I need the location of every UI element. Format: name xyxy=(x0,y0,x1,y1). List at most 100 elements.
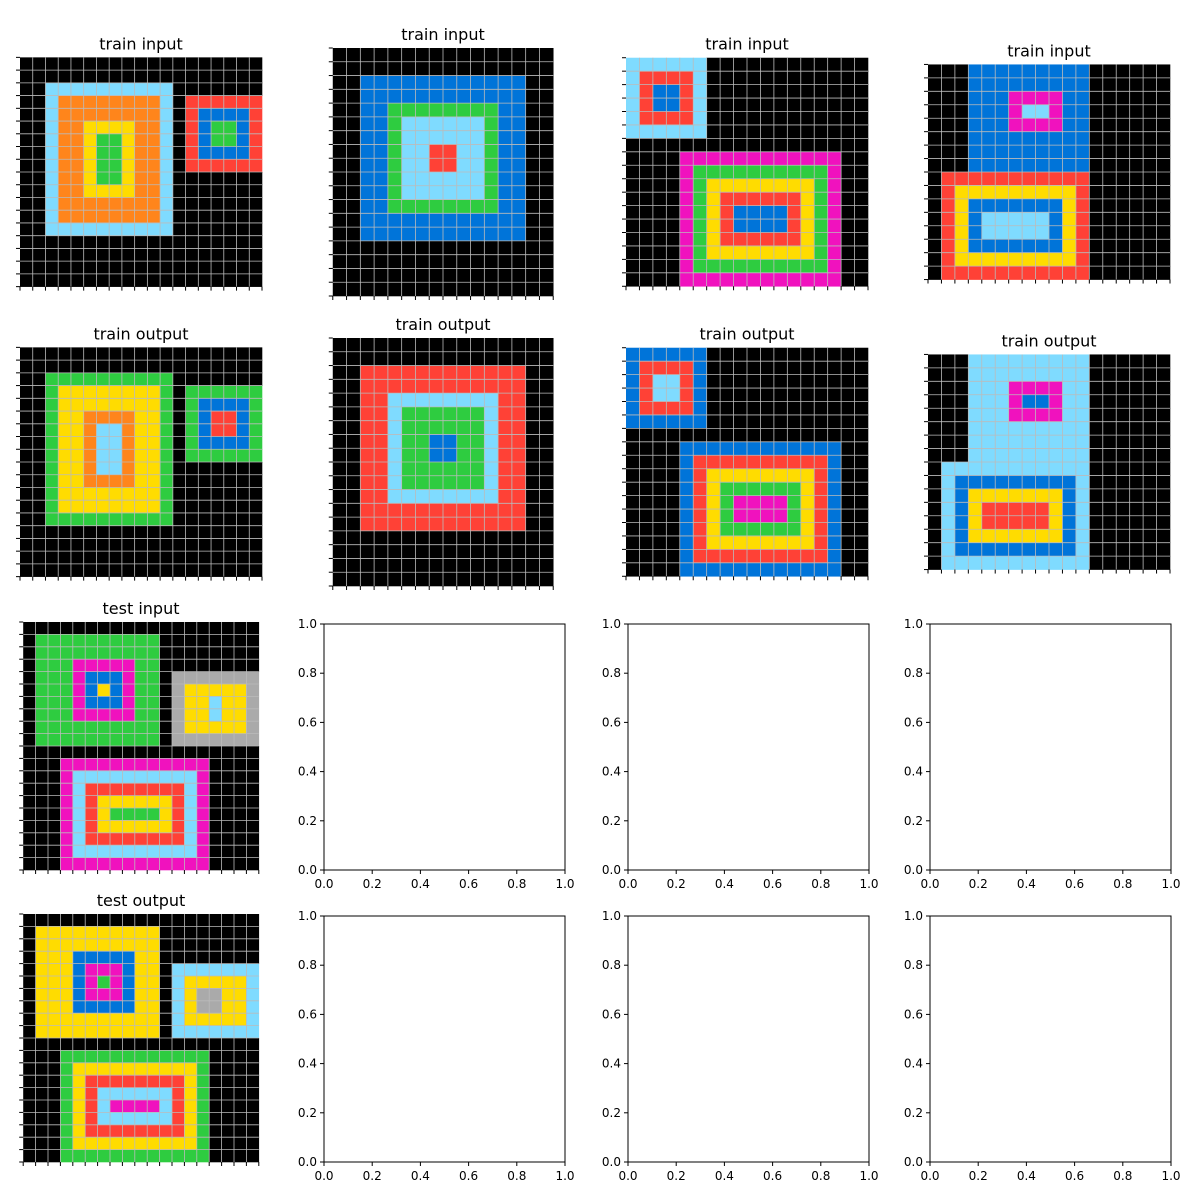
grid-cell xyxy=(134,222,148,236)
grid-cell xyxy=(511,144,526,159)
x-tick-label: 0.6 xyxy=(763,877,782,891)
grid-cell xyxy=(666,374,681,389)
grid-cell xyxy=(498,351,513,366)
grid-cell xyxy=(429,61,444,76)
grid-cell xyxy=(525,406,540,421)
grid-cell xyxy=(32,159,46,173)
grid-cell xyxy=(484,268,499,283)
grid-cell xyxy=(23,1025,36,1039)
grid-cell xyxy=(211,551,225,565)
grid-cell xyxy=(32,411,46,425)
grid-cell xyxy=(172,634,185,648)
grid-cell xyxy=(456,227,471,242)
grid-cell xyxy=(236,563,250,577)
grid-cell xyxy=(45,372,59,386)
grid-cell xyxy=(720,219,734,233)
grid-cell xyxy=(72,1000,86,1014)
grid-cell xyxy=(96,551,110,565)
grid-cell xyxy=(346,544,361,559)
y-tick-label: 0.4 xyxy=(602,1057,621,1071)
grid-cell xyxy=(70,563,84,577)
grid-cell xyxy=(122,1100,136,1113)
grid-cell xyxy=(854,71,869,85)
grid-cell xyxy=(209,1025,222,1039)
grid-cell xyxy=(134,1137,148,1150)
grid-cell xyxy=(184,795,198,809)
grid-cell xyxy=(773,219,788,233)
grid-cell xyxy=(693,259,707,274)
grid-cell xyxy=(639,124,654,139)
grid-cell xyxy=(954,488,969,503)
grid-cell xyxy=(773,71,788,85)
grid-cell xyxy=(1075,488,1090,503)
grid-cell xyxy=(109,235,123,249)
grid-cell xyxy=(954,198,969,213)
grid-cell xyxy=(387,434,402,449)
y-tick-label: 0.2 xyxy=(298,814,317,828)
grid-cell xyxy=(85,684,98,697)
grid-cell xyxy=(121,172,135,186)
grid-cell xyxy=(787,84,802,99)
grid-cell xyxy=(159,758,173,772)
grid-cell xyxy=(32,462,46,476)
grid-cell xyxy=(706,522,721,537)
grid-cell xyxy=(484,448,499,463)
grid-cell xyxy=(58,551,72,565)
grid-cell xyxy=(679,374,694,389)
grid-cell xyxy=(706,535,721,550)
grid-cell xyxy=(1116,435,1130,449)
grid-cell xyxy=(72,1013,86,1026)
grid-cell xyxy=(172,133,186,147)
grid-cell xyxy=(1102,212,1117,227)
grid-cell xyxy=(185,372,199,386)
grid-cell xyxy=(1022,381,1036,396)
grid-cell xyxy=(1102,502,1117,517)
grid-cell xyxy=(733,84,748,99)
grid-cell xyxy=(827,455,842,470)
grid-cell xyxy=(109,57,123,71)
grid-cell xyxy=(941,131,956,146)
grid-cell xyxy=(1035,488,1050,503)
grid-cell xyxy=(401,517,416,532)
grid-cell xyxy=(211,184,225,198)
grid-cell xyxy=(1089,462,1104,476)
grid-cell xyxy=(415,530,430,545)
grid-cell xyxy=(1075,408,1090,422)
grid-cell xyxy=(539,448,554,463)
grid-cell xyxy=(184,1075,198,1088)
grid-cell xyxy=(246,808,260,821)
grid-cell xyxy=(346,338,361,353)
grid-cell xyxy=(70,248,84,262)
grid-cell xyxy=(97,1038,111,1051)
grid-cell xyxy=(221,926,235,940)
grid-cell xyxy=(134,795,148,809)
grid-cell xyxy=(511,185,526,200)
grid-cell xyxy=(97,988,111,1002)
grid-cell xyxy=(85,783,98,796)
grid-cell xyxy=(773,138,788,153)
grid-cell xyxy=(666,347,681,362)
x-tick-label: 0.4 xyxy=(1017,1169,1036,1183)
grid-cell xyxy=(733,401,748,416)
grid-cell xyxy=(85,963,98,977)
grid-cell xyxy=(122,988,136,1002)
grid-cell xyxy=(720,509,734,523)
grid-cell xyxy=(236,436,250,450)
grid-cell xyxy=(387,103,402,118)
grid-cell xyxy=(209,708,222,722)
grid-cell xyxy=(747,401,761,416)
grid-cell xyxy=(995,145,1009,159)
grid-cell xyxy=(981,77,996,92)
grid-cell xyxy=(48,783,61,796)
grid-cell xyxy=(800,455,815,470)
grid-cell xyxy=(841,522,855,537)
grid-cell xyxy=(23,684,36,697)
grid-cell xyxy=(706,192,721,206)
grid-cell xyxy=(1116,542,1130,557)
grid-cell xyxy=(209,951,222,964)
grid-cell xyxy=(221,938,235,952)
grid-cell xyxy=(733,495,748,510)
grid-cell xyxy=(639,495,654,510)
grid-cell xyxy=(827,57,842,72)
grid-cell xyxy=(236,398,250,412)
